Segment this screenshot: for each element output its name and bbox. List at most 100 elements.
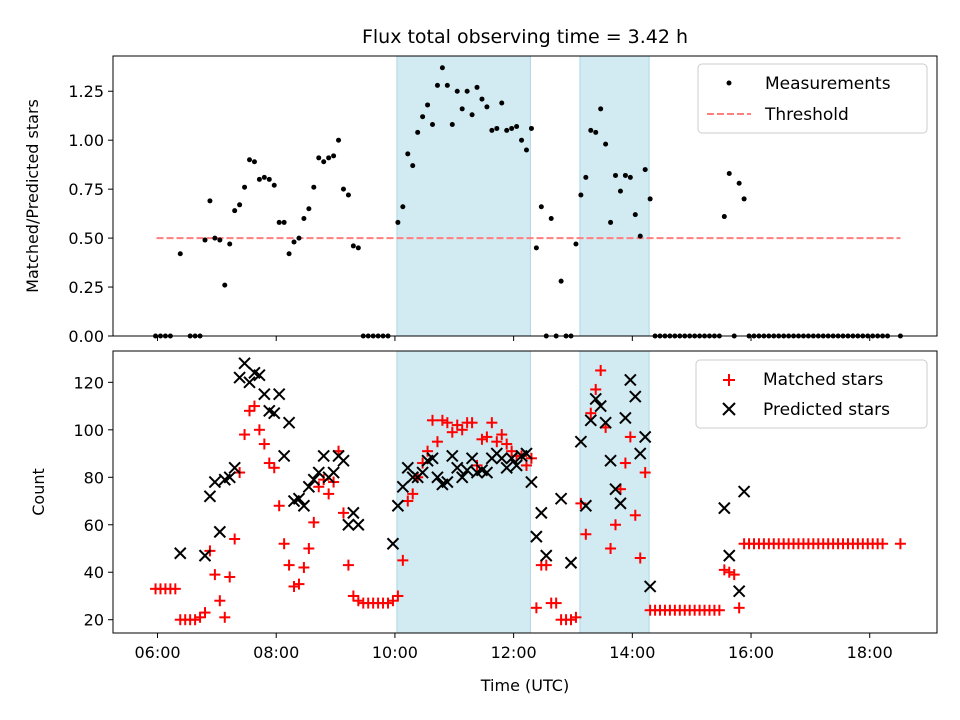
measurement-point	[523, 147, 529, 153]
bottom-matched-points	[150, 364, 906, 626]
matched-star-point	[451, 419, 463, 431]
measurement-point	[558, 278, 564, 284]
measurement-point	[573, 241, 579, 247]
matched-star-point	[248, 400, 260, 412]
matched-star-point	[224, 571, 236, 583]
measurement-point	[316, 155, 322, 161]
top-legend-box	[697, 63, 928, 134]
bottom-x-ticks: 06:00 08:00 10:00 12:00 14:00 16:00 18:00	[134, 633, 893, 662]
measurement-point	[242, 184, 248, 190]
measurement-point	[395, 219, 401, 225]
measurement-point	[340, 186, 346, 192]
y-tick-label: 60	[84, 516, 104, 535]
top-x-ticks	[157, 336, 871, 341]
measurement-point	[400, 204, 406, 210]
predicted-star-point	[629, 390, 642, 403]
predicted-star-point	[574, 435, 588, 448]
bottom-axes-frame	[112, 350, 938, 634]
measurement-point	[202, 237, 208, 243]
bottom-y-ticks: 20 40 60 80 100 120	[73, 373, 113, 630]
matched-star-point	[634, 552, 646, 564]
bottom-predicted-points	[174, 357, 751, 598]
measurement-point	[449, 122, 455, 128]
matched-star-point	[397, 554, 409, 566]
measurement-point	[217, 237, 223, 243]
predicted-star-point	[584, 414, 597, 427]
predicted-star-point	[495, 452, 508, 465]
predicted-star-point	[455, 471, 469, 484]
predicted-star-point	[619, 411, 632, 425]
legend-matched-label: Matched stars	[763, 370, 883, 390]
predicted-star-point	[638, 430, 652, 444]
measurement-point	[350, 243, 356, 249]
measurement-point	[306, 206, 312, 212]
matched-star-point	[352, 595, 364, 607]
predicted-star-point	[406, 471, 419, 484]
top-axes-frame	[112, 55, 938, 337]
predicted-star-point	[213, 525, 227, 539]
measurement-point	[301, 216, 307, 222]
top-y-ticks: 0.00 0.25 0.50 0.75 1.00 1.25	[68, 82, 113, 346]
predicted-star-point	[228, 461, 241, 474]
matched-star-point	[501, 438, 513, 450]
predicted-star-point	[737, 485, 751, 498]
measurement-point	[726, 170, 732, 176]
matched-star-point	[214, 595, 226, 607]
matched-star-point	[530, 602, 542, 614]
predicted-star-point	[386, 537, 400, 550]
measurement-point	[494, 125, 500, 131]
x-tick-label: 12:00	[491, 643, 537, 662]
predicted-star-point	[243, 376, 256, 389]
predicted-star-point	[579, 499, 593, 512]
measurement-point	[326, 155, 332, 161]
matched-star-point	[595, 364, 607, 376]
predicted-star-point	[732, 585, 746, 598]
matched-star-point	[337, 507, 349, 519]
measurement-point	[642, 167, 648, 173]
measurement-point	[504, 127, 510, 133]
matched-star-point	[342, 559, 354, 571]
bottom-panel: 20 40 60 80 100 120 06:00 08:00 10:00 12:00 14:00…	[29, 350, 938, 695]
matched-star-point	[323, 488, 335, 500]
matched-star-point	[540, 559, 552, 571]
predicted-star-point	[604, 454, 617, 467]
matched-star-point	[605, 542, 617, 554]
measurement-point	[598, 106, 604, 112]
measurement-point	[608, 219, 614, 225]
measurement-point	[232, 208, 238, 214]
measurement-point	[603, 141, 609, 147]
measurement-point	[345, 192, 351, 198]
x-tick-label: 06:00	[134, 643, 180, 662]
predicted-star-point	[327, 466, 340, 479]
measurement-point	[583, 174, 589, 180]
measurement-point	[519, 137, 525, 143]
shaded-interval-0	[396, 55, 531, 337]
measurement-point	[237, 202, 243, 208]
matched-star-point	[446, 426, 458, 438]
matched-star-point	[466, 417, 478, 429]
matched-star-point	[347, 590, 359, 602]
predicted-star-point	[564, 556, 578, 569]
matched-star-point	[283, 559, 295, 571]
matched-star-point	[565, 614, 577, 626]
measurement-point	[632, 212, 638, 218]
x-tick-label: 10:00	[372, 643, 418, 662]
predicted-star-point	[352, 518, 365, 531]
chart-title: Flux total observing time = 3.42 h	[362, 26, 688, 48]
matched-star-point	[244, 405, 256, 417]
measurement-point	[459, 106, 465, 112]
predicted-star-point	[426, 452, 439, 465]
predicted-star-point	[540, 549, 553, 562]
matched-star-point	[239, 429, 251, 441]
top-shaded-regions	[396, 55, 650, 337]
y-tick-label: 80	[84, 468, 104, 487]
matched-star-point	[402, 495, 414, 507]
measurement-point	[177, 251, 183, 257]
measurement-point	[286, 251, 292, 257]
measurement-point	[588, 127, 594, 133]
predicted-star-point	[342, 518, 355, 531]
measurement-point	[721, 214, 727, 220]
predicted-star-point	[624, 373, 637, 387]
predicted-star-point	[530, 530, 543, 543]
measurement-point	[622, 172, 628, 178]
